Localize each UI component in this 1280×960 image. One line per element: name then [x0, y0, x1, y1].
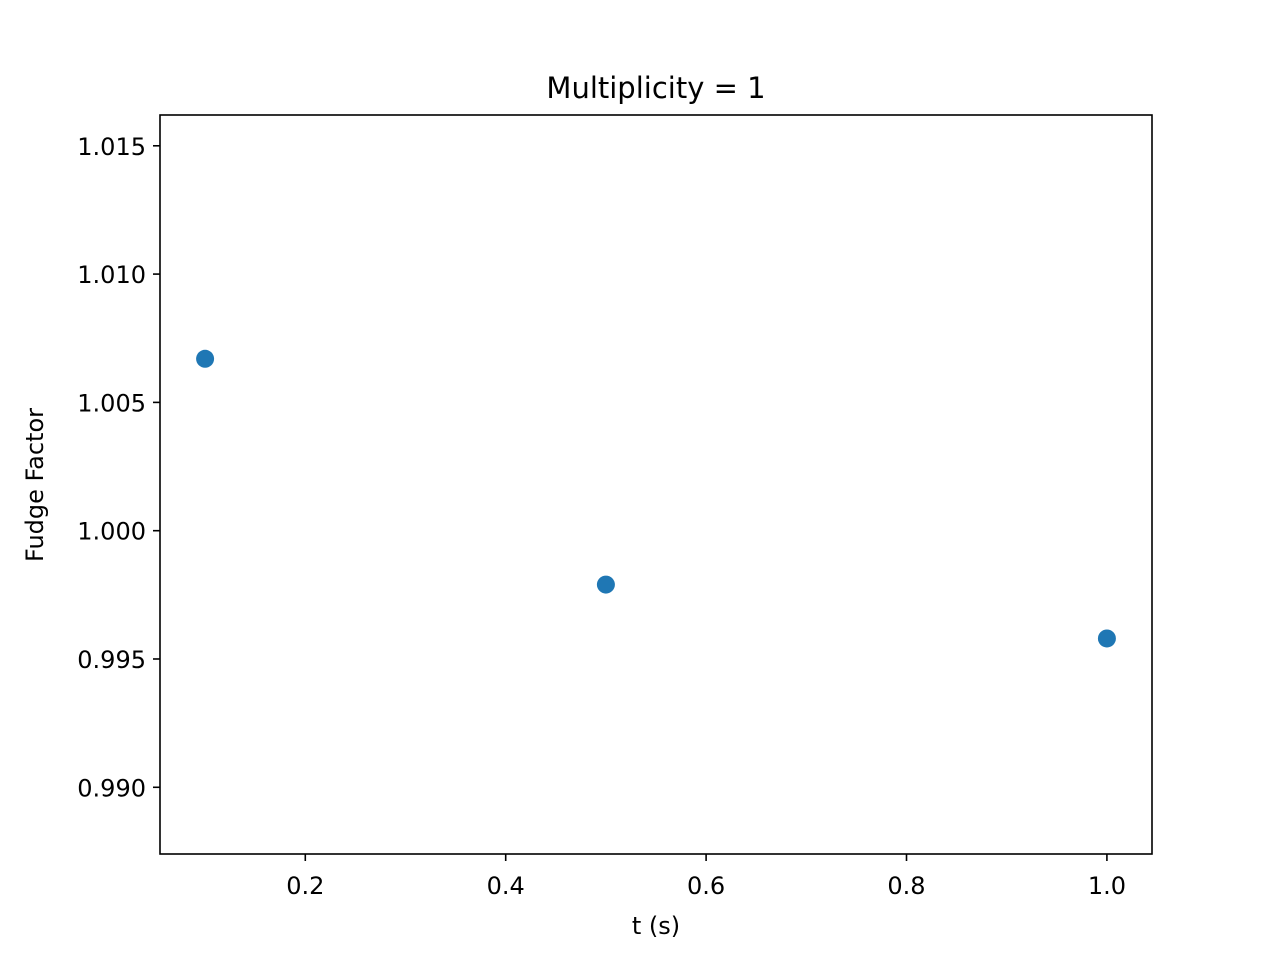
- data-point: [1097, 629, 1116, 648]
- chart-title: Multiplicity = 1: [546, 71, 765, 105]
- x-tick-label: 1.0: [1088, 872, 1126, 900]
- x-axis-ticks: 0.2 0.4 0.6 0.8 1.0: [286, 854, 1126, 900]
- x-tick-label: 0.4: [487, 872, 525, 900]
- y-tick-label: 1.010: [77, 261, 146, 289]
- data-point: [596, 575, 615, 594]
- y-axis-ticks: 0.990 0.995 1.000 1.005 1.010 1.015: [77, 133, 160, 802]
- data-point: [196, 349, 215, 368]
- y-tick-label: 0.990: [77, 774, 146, 802]
- x-axis-label: t (s): [632, 912, 680, 940]
- x-tick-label: 0.6: [687, 872, 725, 900]
- plot-frame: [159, 114, 1153, 855]
- y-axis-label: Fudge Factor: [21, 408, 49, 562]
- y-tick-label: 1.005: [77, 389, 146, 417]
- x-tick-label: 0.2: [286, 872, 324, 900]
- y-tick-label: 1.000: [77, 518, 146, 546]
- y-tick-label: 1.015: [77, 133, 146, 161]
- data-points: [196, 349, 1116, 648]
- y-tick-label: 0.995: [77, 646, 146, 674]
- x-tick-label: 0.8: [887, 872, 925, 900]
